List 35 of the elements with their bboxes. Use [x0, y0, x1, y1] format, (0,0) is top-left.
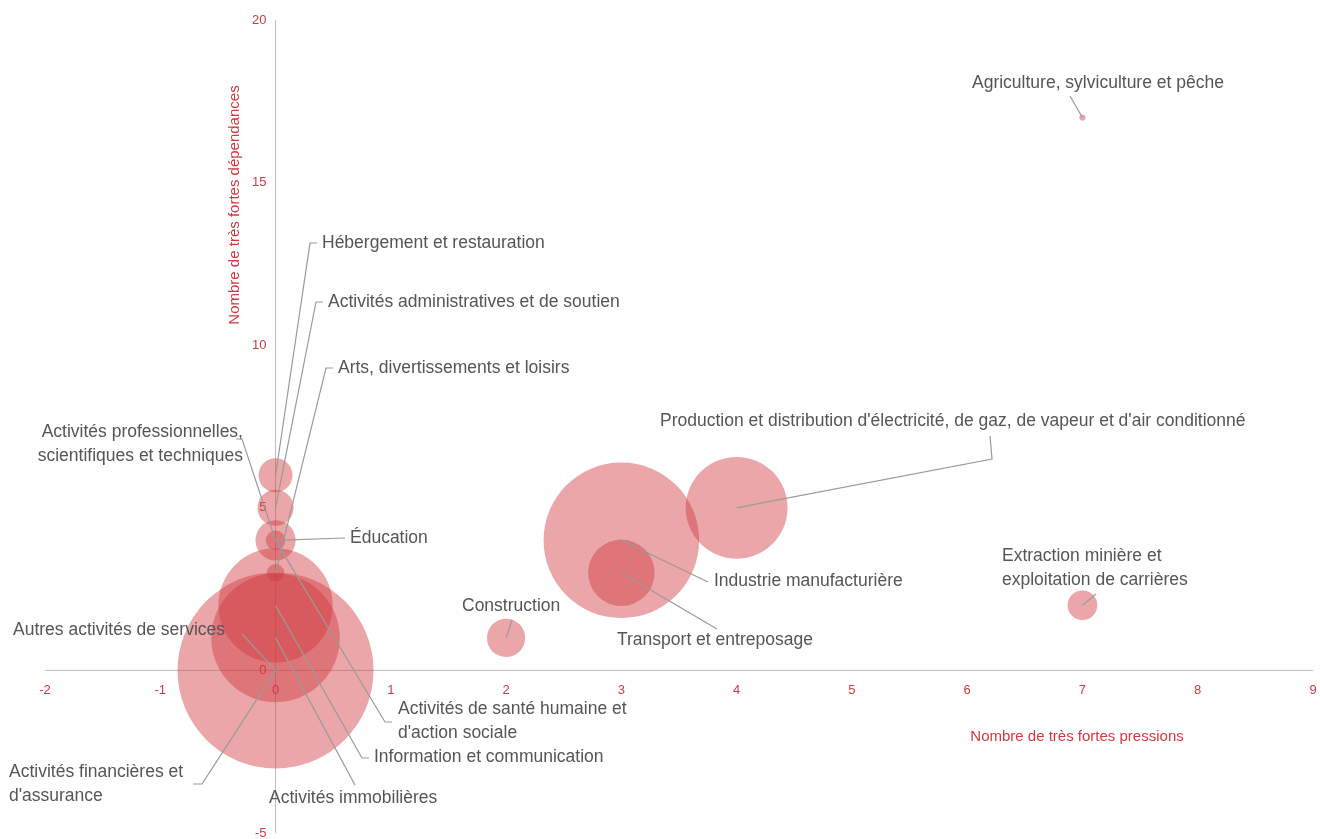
- x-tick-label: 5: [848, 681, 856, 697]
- annotation: Construction: [462, 594, 561, 615]
- annotation: Extraction minière et exploitation de carrières: [1002, 544, 1189, 589]
- y-tick-label: 20: [252, 11, 267, 27]
- y-tick-label: 10: [252, 336, 267, 352]
- x-axis-title: Nombre de très fortes pressions: [970, 727, 1184, 745]
- x-tick-label: -1: [154, 681, 167, 697]
- y-tick-label: 0: [259, 661, 267, 677]
- x-tick-label: 8: [1194, 681, 1202, 697]
- x-tick-label: 0: [271, 681, 280, 697]
- x-tick-label: -2: [39, 681, 51, 697]
- annotation: Activités administratives et de soutien: [328, 290, 620, 311]
- x-tick-label: 2: [502, 681, 510, 697]
- annotation: Hébergement et restauration: [322, 231, 545, 252]
- y-axis-title: Nombre de très fortes dépendances: [225, 85, 243, 325]
- annotation: Production et distribution d'électricité, de gaz, de vapeur et d'air conditionné: [660, 409, 1246, 430]
- x-tick-label: 6: [963, 681, 971, 697]
- x-tick-label: 9: [1309, 681, 1317, 697]
- annotation: Éducation: [350, 526, 428, 547]
- annotation: Agriculture, sylviculture et pêche: [972, 71, 1224, 92]
- annotation: Activités immobilières: [269, 786, 438, 807]
- annotation: Activités professionnelles, scientifiques et techniques: [37, 420, 244, 465]
- x-tick-label: 1: [387, 681, 395, 697]
- annotation: Information et communication: [374, 745, 604, 766]
- annotation: Industrie manufacturière: [714, 569, 903, 590]
- annotation: Arts, divertissements et loisirs: [338, 356, 570, 377]
- annotation: Activités financières et d'assurance: [9, 760, 184, 805]
- annotation: Activités de santé humaine et d'action sociale: [398, 697, 627, 742]
- y-tick-label: 15: [252, 174, 267, 190]
- x-tick-label: 3: [617, 681, 625, 697]
- annotation: Transport et entreposage: [617, 628, 813, 649]
- y-tick-label: -5: [254, 824, 267, 839]
- x-tick-label: 7: [1078, 681, 1087, 697]
- y-tick-label: 5: [259, 499, 267, 515]
- x-tick-label: 4: [733, 681, 741, 697]
